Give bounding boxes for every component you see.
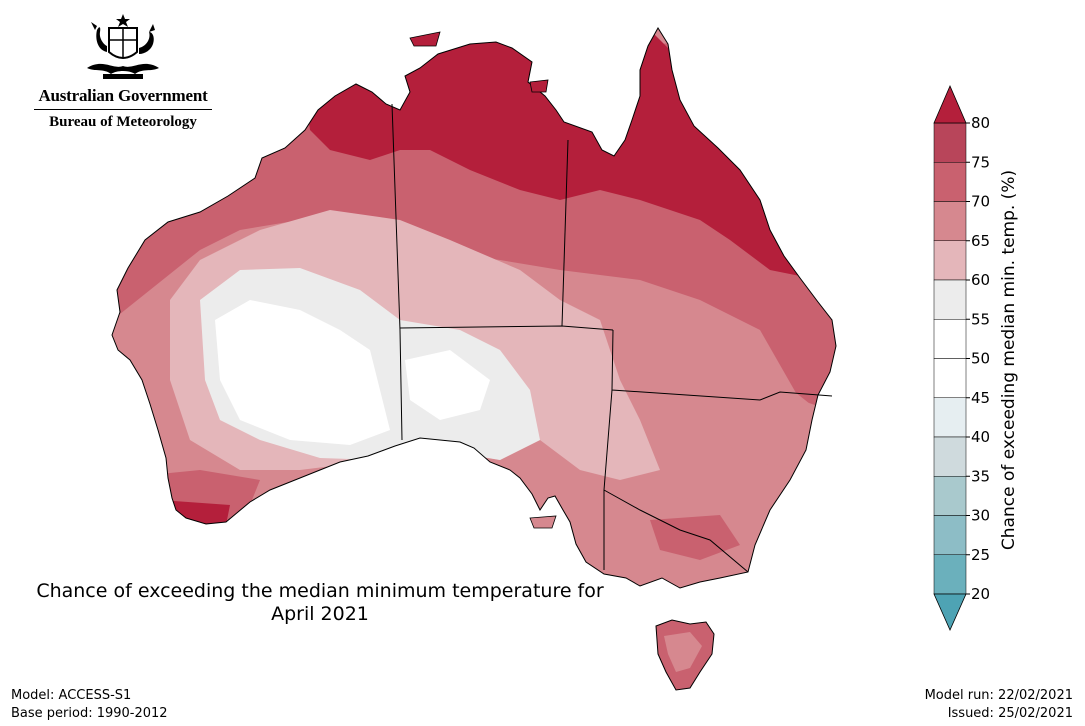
- colorbar-tick-label: 80: [971, 114, 990, 132]
- model-label: Model: ACCESS-S1: [11, 688, 132, 703]
- issued-label: Issued: 25/02/2021: [947, 706, 1073, 721]
- colorbar-bins: [933, 122, 967, 595]
- groote-eylandt: [529, 79, 549, 93]
- footer-right: Model run: 22/02/2021 Issued: 25/02/2021: [925, 687, 1073, 723]
- base-period-label: Base period: 1990-2012: [11, 706, 168, 721]
- map-title-line2: April 2021: [271, 603, 369, 625]
- colorbar-label-text: Chance of exceeding median min. temp. (%…: [999, 169, 1019, 551]
- colorbar-top-arrow: [933, 84, 967, 124]
- australia-forecast-map: [111, 27, 837, 691]
- colorbar-bin: [933, 436, 967, 477]
- colorbar-bin: [933, 122, 967, 163]
- colorbar-bin: [933, 397, 967, 438]
- colorbar-tick-label: 25: [971, 546, 990, 564]
- colorbar-bin: [933, 515, 967, 555]
- logo-divider: [34, 109, 212, 110]
- bureau-name: Bureau of Meteorology: [49, 114, 197, 130]
- state-borders: [391, 103, 833, 573]
- colorbar-tick-label: 60: [971, 271, 990, 289]
- colorbar-bin: [933, 240, 967, 281]
- colorbar-bin: [933, 201, 967, 241]
- colorbar-bin: [933, 319, 967, 359]
- colorbar-tick-label: 45: [971, 389, 990, 407]
- colorbar-tick-label: 20: [971, 585, 990, 603]
- colorbar-tick-label: 75: [971, 153, 990, 171]
- coat-of-arms-icon: [87, 14, 159, 79]
- model-run-label: Model run: 22/02/2021: [924, 688, 1073, 703]
- colorbar-tick-label: 35: [971, 467, 990, 485]
- kangaroo-island: [529, 515, 557, 529]
- colorbar-ticks: 80 75 70 65 60 55 50 45 40 35 30 25 20: [966, 114, 990, 603]
- map-title-line1: Chance of exceeding the median minimum t…: [36, 580, 604, 602]
- colorbar-tick-label: 65: [971, 232, 990, 250]
- probability-field: [112, 28, 836, 588]
- footer-left: Model: ACCESS-S1 Base period: 1990-2012: [11, 687, 168, 723]
- government-logo: Australian Government Bureau of Meteorol…: [28, 12, 218, 131]
- tasmania-inner: [664, 632, 702, 672]
- colorbar-bottom-arrow: [933, 593, 967, 631]
- colorbar-tick-label: 70: [971, 193, 990, 211]
- map-title: Chance of exceeding the median minimum t…: [0, 580, 640, 626]
- tiwi-islands: [409, 31, 441, 47]
- colorbar-bin: [933, 476, 967, 516]
- colorbar-tick-label: 50: [971, 350, 990, 368]
- government-name: Australian Government: [38, 86, 208, 105]
- colorbar-tick-label: 30: [971, 507, 990, 525]
- colorbar-tick-label: 55: [971, 310, 990, 328]
- colorbar-bin: [933, 358, 967, 398]
- colorbar-bin: [933, 162, 967, 202]
- colorbar-tick-label: 40: [971, 428, 990, 446]
- colorbar-bin: [933, 279, 967, 320]
- colorbar-bin: [933, 554, 967, 595]
- colorbar: 80 75 70 65 60 55 50 45 40 35 30 25 20: [933, 84, 990, 631]
